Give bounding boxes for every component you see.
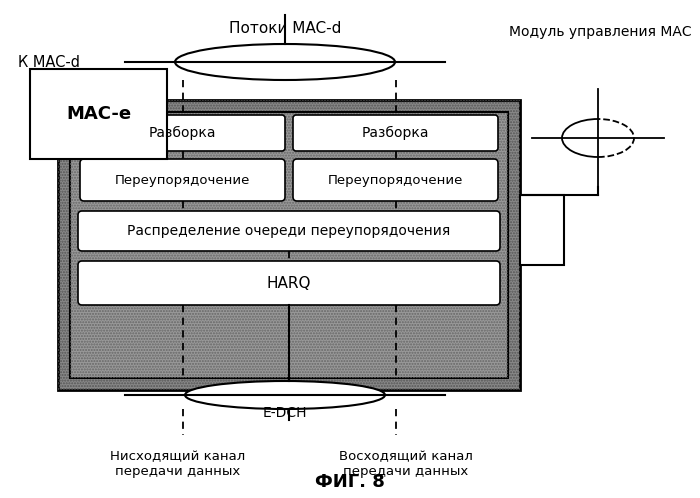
Ellipse shape (562, 119, 634, 157)
FancyBboxPatch shape (78, 211, 500, 251)
Text: Переупорядочение: Переупорядочение (115, 173, 250, 186)
FancyBboxPatch shape (78, 261, 500, 305)
Bar (70, 112, 508, 378)
Ellipse shape (175, 44, 395, 80)
Text: MAC-e: MAC-e (66, 105, 131, 123)
Text: Разборка: Разборка (362, 126, 429, 140)
Text: Потоки MAC-d: Потоки MAC-d (229, 20, 341, 35)
Text: К MAC-d: К MAC-d (18, 54, 80, 70)
FancyBboxPatch shape (80, 115, 285, 151)
Bar (70, 112, 508, 378)
Text: Переупорядочение: Переупорядочение (328, 173, 463, 186)
FancyBboxPatch shape (80, 159, 285, 201)
Text: Восходящий канал
передачи данных: Восходящий канал передачи данных (339, 450, 473, 478)
Text: ФИГ. 8: ФИГ. 8 (315, 473, 385, 491)
Text: HARQ: HARQ (267, 275, 312, 290)
Text: Распределение очереди переупорядочения: Распределение очереди переупорядочения (127, 224, 451, 238)
Bar (520, 195, 564, 265)
Text: Модуль управления МАС: Модуль управления МАС (510, 25, 692, 39)
FancyBboxPatch shape (293, 115, 498, 151)
Ellipse shape (185, 381, 385, 409)
Text: E-DCH: E-DCH (262, 406, 307, 420)
FancyBboxPatch shape (293, 159, 498, 201)
Text: Разборка: Разборка (148, 126, 216, 140)
Bar (58, 100, 520, 390)
Text: Нисходящий канал
передачи данных: Нисходящий канал передачи данных (110, 450, 245, 478)
Bar (58, 100, 520, 390)
